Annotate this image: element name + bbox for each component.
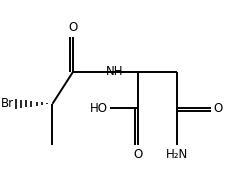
Text: O: O xyxy=(68,21,78,34)
Text: HO: HO xyxy=(90,102,108,115)
Text: O: O xyxy=(133,148,142,161)
Text: O: O xyxy=(214,102,223,115)
Text: Br: Br xyxy=(1,97,15,110)
Text: NH: NH xyxy=(106,65,123,78)
Text: H₂N: H₂N xyxy=(166,148,188,161)
